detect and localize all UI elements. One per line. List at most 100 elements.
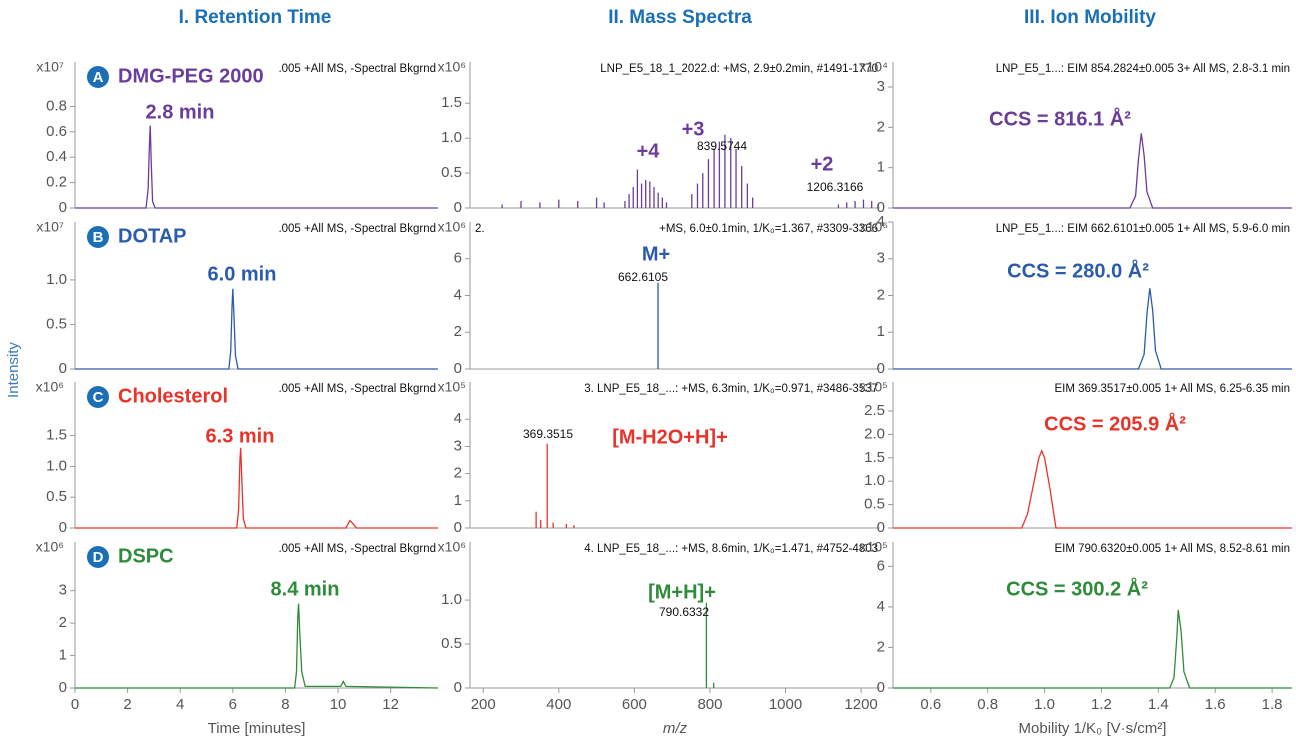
badge-letter: A [93, 69, 104, 86]
x-axis-label: Time [minutes] [208, 720, 306, 737]
y-tick-label: 6 [877, 557, 885, 574]
x-axis-label: m/z [663, 720, 688, 737]
compound-name: DMG-PEG 2000 [118, 65, 264, 87]
y-tick-label: 3 [877, 250, 885, 267]
trace-line [75, 603, 439, 689]
y-tick-label: 0.5 [441, 164, 462, 181]
trace-line [75, 288, 438, 370]
y-tick-label: 0 [454, 679, 462, 696]
annotation: M+ [642, 243, 670, 265]
y-multiplier: x10⁶ [860, 219, 888, 235]
panel-header: .005 +All MS, -Spectral Bkgrnd [278, 223, 436, 235]
y-tick-label: 2.5 [864, 402, 885, 419]
badge [87, 546, 109, 568]
column-title: I. Retention Time [179, 7, 332, 28]
trace-line [893, 288, 1292, 370]
x-tick-label: 800 [697, 696, 722, 713]
y-tick-label: 3 [59, 582, 67, 599]
y-tick-label: 1 [454, 492, 462, 509]
y-tick-label: 0 [59, 519, 67, 536]
y-tick-label: 2 [877, 286, 885, 303]
y-tick-label: 3 [454, 437, 462, 454]
y-tick-label: 1.0 [441, 129, 462, 146]
x-tick-label: 0.8 [977, 696, 998, 713]
x-tick-label: 2 [123, 696, 131, 713]
y-multiplier: x10⁷ [36, 219, 64, 235]
y-tick-label: 0.2 [46, 174, 67, 191]
y-tick-label: 0 [454, 519, 462, 536]
y-tick-label: 0.5 [864, 496, 885, 513]
y-tick-label: 2.0 [864, 425, 885, 442]
annotation: CCS = 816.1 Å² [989, 106, 1131, 130]
y-tick-label: 4 [877, 598, 885, 615]
y-tick-label: 4 [877, 213, 885, 230]
y-tick-label: 0 [59, 679, 67, 696]
annotation: 6.3 min [206, 425, 275, 447]
y-tick-label: 0 [59, 360, 67, 377]
compound-name: DSPC [118, 545, 174, 567]
y-tick-label: 2 [454, 465, 462, 482]
annotation: +4 [637, 140, 661, 162]
y-tick-label: 0 [59, 199, 67, 216]
y-tick-label: 1.0 [46, 271, 67, 288]
column-title: III. Ion Mobility [1024, 7, 1156, 28]
x-tick-label: 1.8 [1262, 696, 1283, 713]
annotation: [M-H2O+H]+ [612, 426, 728, 448]
panel-header: LNP_E5_18_1_2022.d: +MS, 2.9±0.2min, #14… [600, 63, 878, 75]
y-tick-label: 0.6 [46, 123, 67, 140]
panel-header: EIM 790.6320±0.005 1+ All MS, 8.52-8.61 … [1055, 543, 1291, 555]
annotation: +2 [811, 153, 834, 175]
y-tick-label: 0 [877, 519, 885, 536]
y-tick-label: 0 [877, 360, 885, 377]
x-axis-label: Mobility 1/K₀ [V·s/cm²] [1019, 720, 1167, 737]
y-tick-label: 1.5 [46, 427, 67, 444]
badge-letter: D [93, 549, 104, 566]
panel-header: 3. LNP_E5_18_...: +MS, 6.3min, 1/K₀=0.97… [584, 383, 878, 395]
panel-header: 4. LNP_E5_18_...: +MS, 8.6min, 1/K₀=1.47… [584, 543, 878, 555]
y-tick-label: 0.5 [441, 635, 462, 652]
peak-label: 662.6105 [618, 270, 668, 284]
y-tick-label: 2 [454, 323, 462, 340]
x-tick-label: 1.6 [1205, 696, 1226, 713]
badge [87, 386, 109, 408]
annotation: [M+H]+ [648, 581, 716, 603]
annotation: CCS = 300.2 Å² [1006, 576, 1148, 600]
y-tick-label: 1 [59, 647, 67, 664]
y-tick-label: 1.5 [864, 449, 885, 466]
y-tick-label: 0 [454, 360, 462, 377]
x-tick-label: 4 [176, 696, 184, 713]
y-tick-label: 6 [454, 250, 462, 267]
y-tick-label: 0 [454, 199, 462, 216]
annotation: +3 [682, 118, 705, 140]
y-tick-label: 2 [59, 614, 67, 631]
y-multiplier: x10⁶ [36, 379, 64, 395]
trace-line [893, 449, 1292, 529]
y-tick-label: 4 [454, 410, 462, 427]
annotation: 2.8 min [146, 101, 215, 123]
panel-header: .005 +All MS, -Spectral Bkgrnd [278, 543, 436, 555]
y-tick-label: 0.5 [46, 488, 67, 505]
y-multiplier: x10⁴ [859, 59, 888, 75]
peak-label: 369.3515 [523, 427, 573, 441]
y-multiplier: x10⁵ [860, 379, 888, 395]
y-multiplier: x10⁵ [860, 539, 888, 555]
annotation: CCS = 205.9 Å² [1044, 411, 1186, 435]
peak-label: 839.5744 [697, 139, 747, 153]
annotation: 8.4 min [271, 578, 340, 600]
x-tick-label: 8 [281, 696, 289, 713]
y-multiplier: x10⁷ [36, 59, 64, 75]
badge-letter: C [93, 389, 104, 406]
badge-letter: B [93, 229, 104, 246]
y-tick-label: 0 [877, 199, 885, 216]
y-tick-label: 2 [877, 638, 885, 655]
x-tick-label: 400 [546, 696, 571, 713]
x-tick-label: 6 [229, 696, 237, 713]
y-tick-label: 0.5 [46, 315, 67, 332]
y-multiplier: x10⁶ [36, 539, 64, 555]
y-tick-label: 1 [877, 159, 885, 176]
panel-header: LNP_E5_1...: EIM 662.6101±0.005 1+ All M… [996, 223, 1290, 235]
panel-header: .005 +All MS, -Spectral Bkgrnd [278, 383, 436, 395]
peak-label: 790.6332 [659, 605, 709, 619]
column-title: II. Mass Spectra [608, 7, 752, 28]
y-multiplier: x10⁶ [438, 59, 466, 75]
